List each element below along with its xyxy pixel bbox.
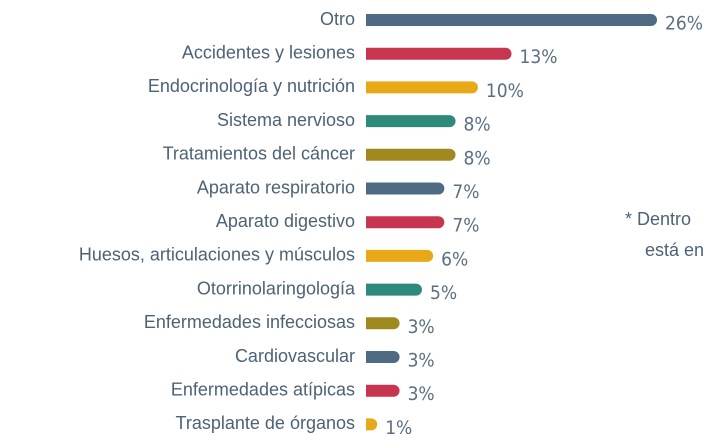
category-label: Enfermedades atípicas (171, 379, 355, 399)
value-label: 1% (385, 417, 412, 434)
category-label: Sistema nervioso (217, 110, 355, 130)
value-label: 5% (430, 282, 457, 304)
bar (366, 148, 456, 161)
value-label: 7% (452, 181, 479, 203)
bar (366, 384, 400, 397)
bar (366, 81, 478, 94)
bar (366, 249, 434, 262)
category-label: Tratamientos del cáncer (163, 144, 355, 164)
value-label: 3% (408, 383, 435, 405)
annotation: está en (645, 240, 704, 260)
category-label: Accidentes y lesiones (182, 42, 355, 62)
category-label: Cardiovascular (235, 346, 355, 366)
category-label: Huesos, articulaciones y músculos (79, 245, 355, 265)
value-label: 3% (408, 350, 435, 372)
category-label: Otorrinolaringología (197, 278, 356, 298)
value-label: 8% (464, 114, 491, 136)
bar (366, 14, 657, 26)
bar (366, 418, 378, 431)
bar (366, 351, 400, 363)
category-label: Endocrinología y nutrición (148, 76, 355, 96)
bar (366, 283, 422, 296)
bar (366, 47, 512, 60)
bar (366, 115, 456, 128)
category-label: Aparato respiratorio (197, 177, 355, 197)
value-label: 7% (452, 215, 479, 237)
value-label: 8% (464, 147, 491, 169)
category-label: Enfermedades infecciosas (144, 312, 355, 332)
category-label: Trasplante de órganos (176, 413, 355, 433)
category-label: Otro (320, 9, 355, 29)
value-label: 26% (665, 13, 703, 35)
value-label: 10% (486, 80, 524, 102)
bar (366, 216, 445, 229)
value-label: 13% (520, 46, 558, 68)
bar (366, 317, 400, 330)
value-label: 3% (408, 316, 435, 338)
annotation: * Dentro (625, 209, 691, 229)
value-label: 6% (441, 248, 468, 270)
category-label: Aparato digestivo (216, 211, 355, 231)
bar (366, 182, 445, 195)
